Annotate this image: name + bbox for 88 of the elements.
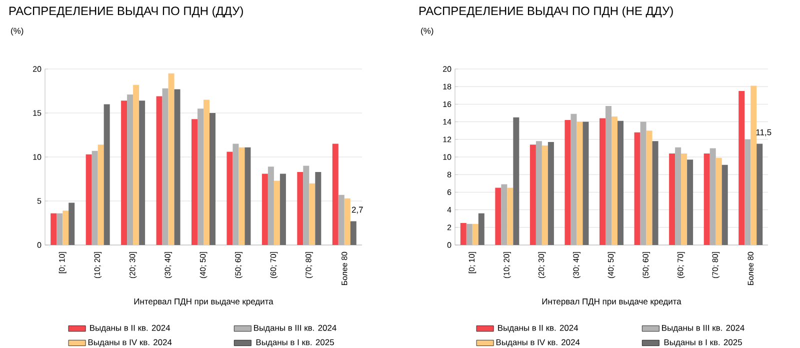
data-label: 11,5 [756, 129, 772, 136]
y-axis-title: (%) [421, 28, 434, 36]
legend-label: Выданы в II кв. 2024 [90, 324, 170, 332]
bar [675, 147, 682, 245]
bar [507, 188, 514, 245]
bar [156, 96, 162, 245]
x-axis-title: Интервал ПДН при выдаче кредита [542, 298, 682, 306]
bar [750, 86, 757, 245]
legend-label: Выданы в III кв. 2024 [662, 324, 744, 332]
bar [280, 174, 286, 245]
bar [315, 172, 322, 245]
bar [542, 146, 548, 245]
bar [303, 166, 310, 245]
bar [722, 164, 728, 245]
bar [460, 223, 466, 245]
legend-label: Выданы в II кв. 2024 [498, 324, 578, 332]
bar [86, 154, 92, 245]
bar [226, 152, 233, 245]
bar [274, 180, 280, 245]
bar [104, 104, 110, 245]
bar [756, 144, 763, 245]
bar [669, 153, 676, 245]
legend-label: Выданы в IV кв. 2024 [496, 339, 580, 347]
bar [466, 224, 472, 245]
bar [530, 144, 536, 245]
bar [536, 141, 542, 245]
bar [309, 183, 316, 245]
bar [197, 108, 204, 245]
bar [501, 184, 508, 245]
bar [350, 221, 356, 245]
legend-label: Выданы в I кв. 2025 [256, 339, 334, 347]
bar [548, 142, 554, 245]
bar [297, 172, 304, 245]
bar [338, 194, 344, 245]
bar [582, 122, 589, 245]
bar [203, 100, 210, 245]
bar [162, 88, 168, 245]
bar [332, 144, 338, 245]
bar [640, 122, 646, 245]
bar [238, 147, 245, 245]
bar [576, 122, 583, 245]
bar [513, 117, 520, 245]
bar [681, 153, 688, 245]
bar [744, 139, 751, 245]
bar [262, 174, 268, 245]
bar [50, 213, 57, 245]
bar [56, 213, 63, 245]
bar [121, 100, 128, 245]
bar [704, 153, 710, 245]
legend-label: Выданы в III кв. 2024 [254, 324, 336, 332]
bar [716, 158, 722, 245]
data-label: 2,7 [352, 206, 363, 214]
bar [738, 91, 745, 245]
bar [232, 144, 239, 245]
bar [174, 89, 180, 245]
bar [634, 132, 640, 245]
bar [495, 188, 502, 245]
chart-title: РАСПРЕДЕЛЕНИЕ ВЫДАЧ ПО ПДН (ДДУ) [10, 6, 243, 18]
y-axis-title: (%) [11, 28, 24, 36]
bar [606, 106, 612, 245]
bar [472, 224, 478, 245]
bar [127, 94, 134, 245]
bar [564, 120, 571, 245]
bar [268, 166, 274, 245]
legend-label: Выданы в IV кв. 2024 [88, 339, 172, 347]
bar [209, 113, 216, 245]
x-axis-title: Интервал ПДН при выдаче кредита [134, 298, 274, 306]
bar [191, 119, 198, 245]
bar [244, 147, 251, 245]
bar [600, 118, 606, 245]
bar [612, 116, 618, 245]
bar [478, 213, 484, 245]
bar [344, 198, 350, 245]
bar [133, 84, 140, 245]
bar [62, 210, 69, 245]
bar [687, 160, 694, 245]
bar [652, 141, 658, 245]
legend-label: Выданы в I кв. 2025 [664, 339, 742, 347]
bar [570, 114, 577, 245]
bar [92, 150, 98, 245]
bar [139, 100, 146, 245]
chart-title: РАСПРЕДЕЛЕНИЕ ВЫДАЧ ПО ПДН (НЕ ДДУ) [420, 6, 673, 18]
bar [168, 73, 174, 245]
bar [618, 120, 624, 245]
bar [98, 144, 104, 245]
bar [710, 148, 716, 245]
bar [68, 202, 75, 245]
bar [646, 130, 652, 245]
